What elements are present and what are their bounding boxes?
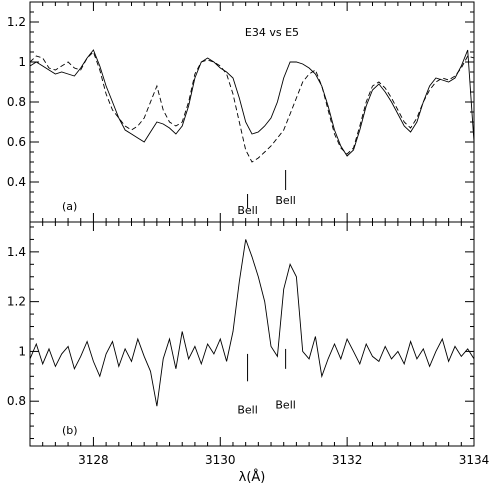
panel-b-label: (b) [62, 424, 78, 437]
panel-a-label: (a) [62, 200, 77, 213]
solid-spectrum-line [29, 239, 475, 407]
panel-a-annotations: Bell Bell [237, 170, 296, 217]
panel-a-x-axis [29, 2, 475, 222]
panel-b: 0.8 1 1.2 1.4 3128 3130 3132 3134 Bell Bell (b) [7, 221, 490, 467]
bell-label: Bell [237, 404, 257, 417]
y-tick-label: 0.6 [7, 135, 26, 149]
panel-b-frame [29, 221, 475, 447]
y-tick-label: 1.4 [7, 245, 26, 259]
solid-spectrum-line [29, 49, 475, 157]
bell-label: Bell [275, 399, 295, 412]
panel-a-series [29, 49, 475, 163]
x-tick-label: 3128 [78, 453, 109, 467]
x-tick-label: 3134 [459, 453, 490, 467]
panel-b-annotations: Bell Bell [237, 348, 296, 417]
y-tick-label: 1.2 [7, 295, 26, 309]
y-tick-label: 1.2 [7, 15, 26, 29]
y-tick-label: 0.8 [7, 394, 26, 408]
panel-b-series [29, 239, 475, 407]
x-tick-label: 3132 [332, 453, 363, 467]
y-tick-label: 1 [18, 344, 26, 358]
panel-b-x-axis: 3128 3130 3132 3134 [29, 222, 490, 467]
x-tick-label: 3130 [205, 453, 236, 467]
bell-label: Bell [275, 194, 295, 207]
panel-a-y-axis: 0.4 0.6 0.8 1 1.2 [7, 1, 474, 213]
bell-label: Bell [237, 204, 257, 217]
x-axis-title: λ(Å) [239, 469, 266, 485]
panel-a-title: E34 vs E5 [245, 26, 299, 39]
y-tick-label: 1 [18, 55, 26, 69]
y-tick-label: 0.8 [7, 95, 26, 109]
panel-b-y-axis: 0.8 1 1.2 1.4 [7, 226, 474, 440]
dashed-spectrum-line [29, 51, 475, 163]
y-tick-label: 0.4 [7, 175, 26, 189]
panel-a: 0.4 0.6 0.8 1 1.2 Bell Bell E34 vs E5 (a) [7, 1, 475, 223]
